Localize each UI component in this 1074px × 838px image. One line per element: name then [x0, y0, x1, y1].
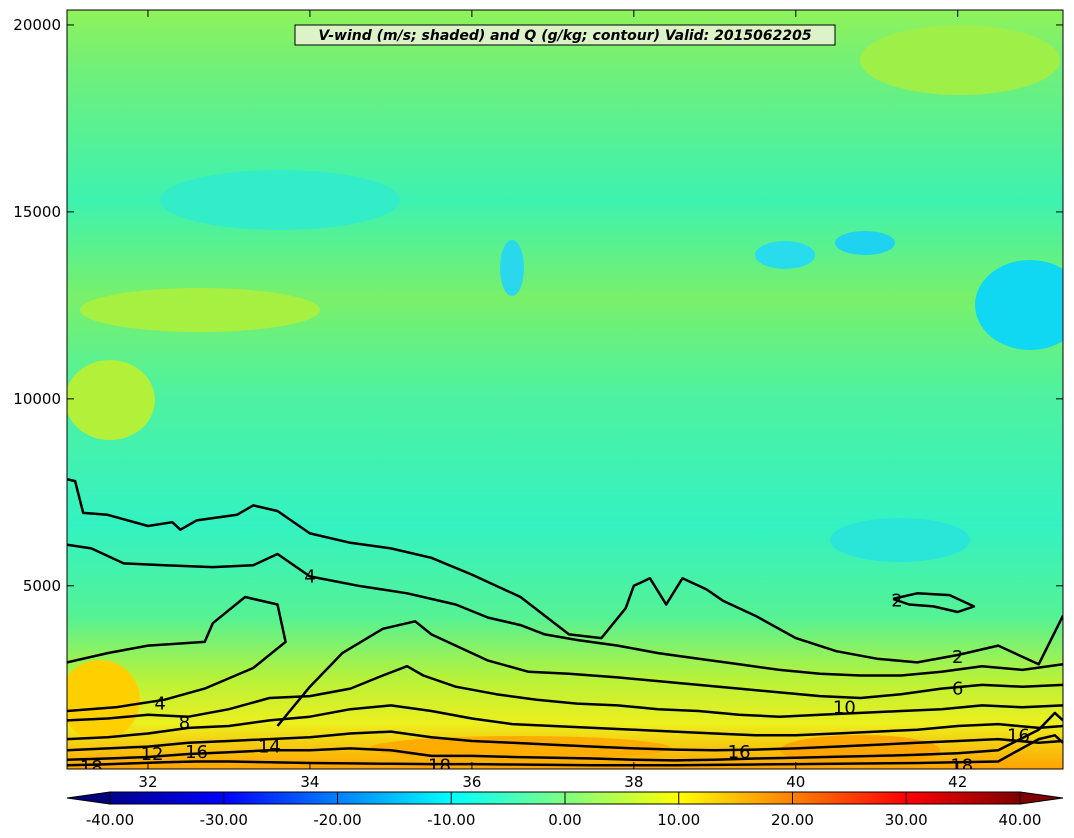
contour-label: 16 [185, 742, 208, 763]
contour-label: 18 [80, 757, 103, 778]
contour-line-q-10 [67, 664, 1063, 722]
shaded-patch-blue [975, 260, 1063, 350]
contour-label: 18 [950, 755, 973, 776]
colorbar: -40.00 -30.00 -20.00 -10.00 0.00 10.00 20.00 30… [66, 791, 1064, 829]
shaded-patch-yellowgreen [67, 360, 155, 440]
shaded-patch-yellowgreen [860, 25, 1060, 95]
x-tick-label: 42 [948, 773, 967, 791]
contour-label: 12 [141, 744, 164, 765]
colorbar-tick-label: 40.00 [999, 811, 1042, 829]
contour-line-q-2 [892, 592, 976, 614]
contour-line-q-2 [67, 477, 1063, 666]
contour-label: 16 [728, 742, 751, 763]
x-tick-label: 32 [138, 773, 157, 791]
contour-line-q-12 [67, 704, 1063, 741]
contour-label: 6 [952, 679, 963, 700]
colorbar-tick-label: 10.00 [657, 811, 700, 829]
y-tick-label: 15000 [13, 203, 61, 221]
colorbar-tick-label: -40.00 [86, 811, 134, 829]
contour-label: 14 [258, 737, 281, 758]
x-tick-label: 38 [624, 773, 643, 791]
y-tick-label: 20000 [13, 16, 61, 34]
shaded-patch-yellowgreen [80, 288, 320, 332]
contour-label: 4 [304, 566, 315, 587]
chart-title: V-wind (m/s; shaded) and Q (g/kg; contou… [318, 28, 811, 44]
contour-label: 4 [154, 694, 165, 715]
colorbar-ticks: -40.00 -30.00 -20.00 -10.00 0.00 10.00 20.00 30… [86, 792, 1042, 829]
colorbar-min-extend [66, 791, 111, 805]
y-tick-label: 5000 [23, 577, 61, 595]
y-tick-label: 10000 [13, 390, 61, 408]
contour-label: 8 [179, 712, 190, 733]
x-tick-label: 36 [462, 773, 481, 791]
x-axis: 32 34 36 38 40 42 [138, 10, 967, 791]
shaded-patch-cyan [160, 170, 400, 230]
shaded-patch-orange [780, 735, 940, 765]
colorbar-tick-label: -20.00 [313, 811, 361, 829]
contour-line-q-18 [67, 734, 1063, 767]
shaded-field-background [67, 10, 1063, 769]
shaded-patch-yellow [67, 660, 140, 740]
contour-label: 10 [833, 697, 856, 718]
colorbar-tick-label: 30.00 [885, 811, 928, 829]
chart-title-box: V-wind (m/s; shaded) and Q (g/kg; contou… [294, 24, 836, 46]
contour-line-q-14 [67, 730, 1063, 752]
contour-line-q-16 [67, 711, 1063, 762]
colorbar-tick-label: 0.00 [548, 811, 581, 829]
x-tick-label: 34 [300, 773, 319, 791]
contour-lines [67, 477, 1063, 767]
contour-label: 18 [428, 755, 451, 776]
x-tick-label: 40 [786, 773, 805, 791]
shaded-patch-orange [370, 736, 670, 760]
colorbar-tick-label: -30.00 [200, 811, 248, 829]
plot-frame [66, 9, 1064, 770]
colorbar-tick-label: -10.00 [427, 811, 475, 829]
contour-line-q-4 [67, 543, 1063, 677]
contour-label: 16 [1007, 725, 1030, 746]
contour-line-q-8 [276, 620, 1063, 727]
contour-label: 2 [891, 591, 902, 612]
shaded-patch-blue [835, 231, 895, 255]
shaded-patch-cyan [830, 518, 970, 562]
colorbar-tick-label: 20.00 [771, 811, 814, 829]
contour-line-q-6 [67, 595, 287, 713]
shaded-patch-blue [500, 240, 524, 296]
y-axis: 5000 10000 15000 20000 [13, 16, 1063, 595]
colorbar-max-extend [1019, 791, 1064, 805]
shaded-patch-blue [755, 241, 815, 269]
contour-label: 2 [952, 647, 963, 668]
